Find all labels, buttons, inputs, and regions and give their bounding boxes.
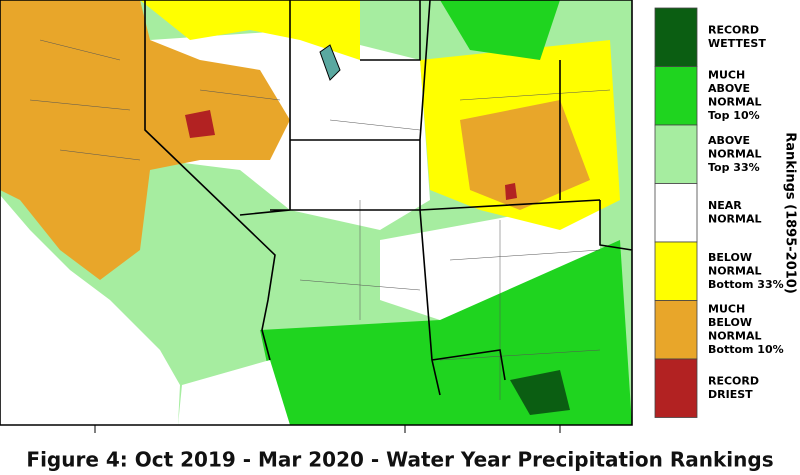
legend-label: NORMAL [708,264,762,277]
legend-label: MUCH [708,303,745,316]
below-region [140,0,360,60]
legend-label: ABOVE [708,82,750,95]
legend-label: ABOVE [708,134,750,147]
legend-label: Top 33% [708,161,760,174]
record-wettest-region [510,370,570,415]
legend-swatch [654,7,698,67]
legend-label: Top 10% [708,109,760,122]
state-borders [0,0,633,426]
county-lines [29,39,611,400]
legend-label: NEAR [708,199,742,212]
legend-swatch [654,66,698,126]
legend-label: Bottom 33% [708,278,784,291]
legend-label: RECORD [708,24,759,37]
legend-label: RECORD [708,375,759,388]
record-driest-region [505,183,517,200]
legend-swatch [654,183,698,243]
legend-swatch [654,241,698,301]
legend-label: BELOW [708,251,752,264]
legend-label: BELOW [708,316,752,329]
legend-swatch [654,300,698,360]
legend-label: NORMAL [708,96,762,109]
much-below-region [460,100,590,210]
map [0,0,633,433]
ocean [0,195,180,425]
great-salt-lake [319,44,341,81]
legend-label: Bottom 10% [708,343,784,356]
legend-swatch [654,358,698,418]
legend-swatch [654,124,698,184]
legend-label: DRIEST [708,388,753,401]
much-below-region [0,0,290,280]
legend-label: NORMAL [708,147,762,160]
much-above-region [440,0,560,60]
record-driest-region [185,110,215,138]
legend-title: Rankings (1895-2010) [783,132,798,294]
legend-label: NORMAL [708,213,762,226]
legend-label: NORMAL [708,330,762,343]
legend-label: MUCH [708,69,745,82]
mexico [178,360,290,425]
caption: Figure 4: Oct 2019 - Mar 2020 - Water Ye… [26,448,773,472]
legend-label: WETTEST [708,37,766,50]
